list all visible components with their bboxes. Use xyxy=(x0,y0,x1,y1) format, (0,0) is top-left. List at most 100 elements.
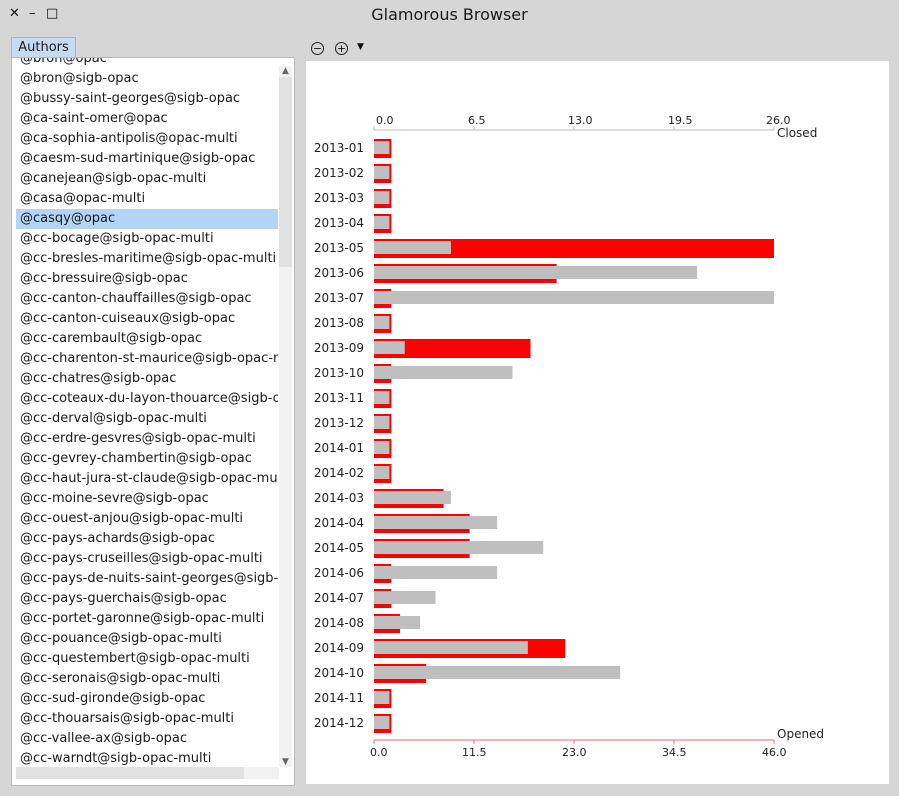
category-label: 2014-04 xyxy=(314,516,364,530)
closed-bar xyxy=(374,641,528,654)
list-item[interactable]: @cc-vallee-ax@sigb-opac xyxy=(20,731,188,746)
list-item-selected[interactable]: @casqy@opac xyxy=(16,209,278,229)
category-label: 2014-11 xyxy=(314,691,364,705)
list-item[interactable]: @cc-pays-cruseilles@sigb-opac-multi xyxy=(20,551,263,566)
list-item[interactable]: @cc-charenton-st-maurice@sigb-opac-multi xyxy=(20,351,278,366)
closed-bar xyxy=(374,666,621,679)
scroll-down-icon[interactable]: ▼ xyxy=(282,757,289,767)
list-item[interactable]: @cc-bocage@sigb-opac-multi xyxy=(20,231,214,246)
closed-bar xyxy=(374,416,390,429)
list-item[interactable]: @cc-moine-sevre@sigb-opac xyxy=(20,491,209,506)
list-item[interactable]: @cc-carembault@sigb-opac xyxy=(20,331,203,346)
category-label: 2013-03 xyxy=(314,191,364,205)
list-item[interactable]: @canejean@sigb-opac-multi xyxy=(20,171,207,186)
scrollbar-thumb[interactable] xyxy=(279,77,292,267)
closed-bar xyxy=(374,316,390,329)
category-label: 2013-01 xyxy=(314,141,364,155)
closed-bar xyxy=(374,291,774,304)
closed-bar xyxy=(374,216,390,229)
category-label: 2014-07 xyxy=(314,591,364,605)
top-tick-label: 13.0 xyxy=(568,114,593,127)
closed-bar xyxy=(374,241,451,254)
list-item[interactable]: @cc-pouance@sigb-opac-multi xyxy=(20,631,222,646)
closed-bar xyxy=(374,191,390,204)
vertical-scrollbar[interactable]: ▲ ▼ xyxy=(279,66,292,767)
bottom-tick-label: 23.0 xyxy=(562,746,587,759)
category-label: 2013-05 xyxy=(314,241,364,255)
bottom-axis-series-label: Opened xyxy=(777,727,824,741)
top-tick-label: 6.5 xyxy=(468,114,486,127)
bottom-tick-label: 34.5 xyxy=(662,746,687,759)
opened-bar xyxy=(374,239,774,258)
authors-list[interactable]: @bron@opac @bron@sigb-opac @bussy-saint-ge… xyxy=(16,58,278,766)
category-label: 2014-09 xyxy=(314,641,364,655)
horizontal-scrollbar[interactable] xyxy=(16,767,279,779)
closed-bar xyxy=(374,591,436,604)
category-label: 2013-09 xyxy=(314,341,364,355)
closed-bar xyxy=(374,516,498,529)
top-tick-label: 26.0 xyxy=(766,114,791,127)
list-item[interactable]: @cc-gevrey-chambertin@sigb-opac xyxy=(20,451,252,466)
list-item[interactable]: @cc-canton-cuiseaux@sigb-opac xyxy=(20,311,236,326)
top-axis-series-label: Closed xyxy=(777,126,817,140)
category-label: 2014-08 xyxy=(314,616,364,630)
list-item[interactable]: @cc-seronais@sigb-opac-multi xyxy=(20,671,221,686)
category-label: 2013-11 xyxy=(314,391,364,405)
horizontal-scrollbar-thumb[interactable] xyxy=(16,767,244,779)
list-item[interactable]: @cc-pays-guerchais@sigb-opac xyxy=(20,591,227,606)
list-item[interactable]: @casa@opac-multi xyxy=(20,191,146,206)
list-item[interactable]: @ca-sophia-antipolis@opac-multi xyxy=(20,131,238,146)
chart-panel: 0.0 6.5 13.0 19.5 26.0 Closed 2013-01 2013-02 20… xyxy=(306,61,889,784)
tab-authors[interactable]: Authors xyxy=(11,37,76,58)
bottom-tick-label: 0.0 xyxy=(370,746,388,759)
list-item[interactable]: @cc-haut-jura-st-claude@sigb-opac-multi xyxy=(20,471,278,486)
closed-bar xyxy=(374,566,498,579)
category-label: 2013-08 xyxy=(314,316,364,330)
chevron-down-icon[interactable]: ▼ xyxy=(357,42,364,52)
scroll-up-icon[interactable]: ▲ xyxy=(282,66,289,76)
list-item[interactable]: @cc-erdre-gesvres@sigb-opac-multi xyxy=(20,431,256,446)
bottom-tick-label: 46.0 xyxy=(762,746,787,759)
list-item[interactable]: @bron@opac xyxy=(20,58,107,66)
category-label: 2014-02 xyxy=(314,466,364,480)
list-item[interactable]: @cc-bresles-maritime@sigb-opac-multi xyxy=(20,251,277,266)
list-item[interactable]: @cc-coteaux-du-layon-thouarce@sigb-opac xyxy=(20,391,278,406)
closed-bar xyxy=(374,441,390,454)
category-label: 2013-04 xyxy=(314,216,364,230)
minimize-icon[interactable]: – xyxy=(29,6,36,21)
closed-bar xyxy=(374,266,698,279)
list-item[interactable]: @cc-thouarsais@sigb-opac-multi xyxy=(20,711,235,726)
list-item[interactable]: @bron@sigb-opac xyxy=(20,71,139,86)
category-label: 2013-07 xyxy=(314,291,364,305)
bottom-tick-label: 11.5 xyxy=(462,746,487,759)
closed-bar xyxy=(374,716,390,729)
zoom-in-icon[interactable]: + xyxy=(335,42,348,55)
list-item[interactable]: @cc-ouest-anjou@sigb-opac-multi xyxy=(20,511,244,526)
close-icon[interactable]: ✕ xyxy=(9,6,20,21)
zoom-out-icon[interactable]: − xyxy=(311,42,324,55)
closed-bar xyxy=(374,691,390,704)
list-item[interactable]: @cc-derval@sigb-opac-multi xyxy=(20,411,207,426)
maximize-icon[interactable]: □ xyxy=(46,6,59,21)
list-item[interactable]: @cc-canton-chauffailles@sigb-opac xyxy=(20,291,252,306)
list-item[interactable]: @cc-pays-de-nuits-saint-georges@sigb-opa… xyxy=(20,571,278,586)
closed-bar xyxy=(374,391,390,404)
category-label: 2013-02 xyxy=(314,166,364,180)
list-item[interactable]: @ca-saint-omer@opac xyxy=(20,111,168,126)
list-item[interactable]: @cc-portet-garonne@sigb-opac-multi xyxy=(20,611,265,626)
list-item[interactable]: @cc-bressuire@sigb-opac xyxy=(20,271,188,286)
authors-list-panel: @bron@opac @bron@sigb-opac @bussy-saint-ge… xyxy=(11,57,295,786)
closed-bar xyxy=(374,341,405,354)
list-item[interactable]: @cc-pays-achards@sigb-opac xyxy=(20,531,215,546)
list-item[interactable]: @cc-warndt@sigb-opac-multi xyxy=(20,751,212,766)
list-item[interactable]: @cc-sud-gironde@sigb-opac xyxy=(20,691,206,706)
closed-bar xyxy=(374,141,390,154)
closed-bar xyxy=(374,166,390,179)
category-label: 2013-10 xyxy=(314,366,364,380)
top-tick-label: 0.0 xyxy=(376,114,394,127)
list-item[interactable]: @cc-questembert@sigb-opac-multi xyxy=(20,651,250,666)
list-item[interactable]: @bussy-saint-georges@sigb-opac xyxy=(20,91,241,106)
list-item[interactable]: @cc-chatres@sigb-opac xyxy=(20,371,177,386)
list-item[interactable]: @caesm-sud-martinique@sigb-opac xyxy=(20,151,256,166)
